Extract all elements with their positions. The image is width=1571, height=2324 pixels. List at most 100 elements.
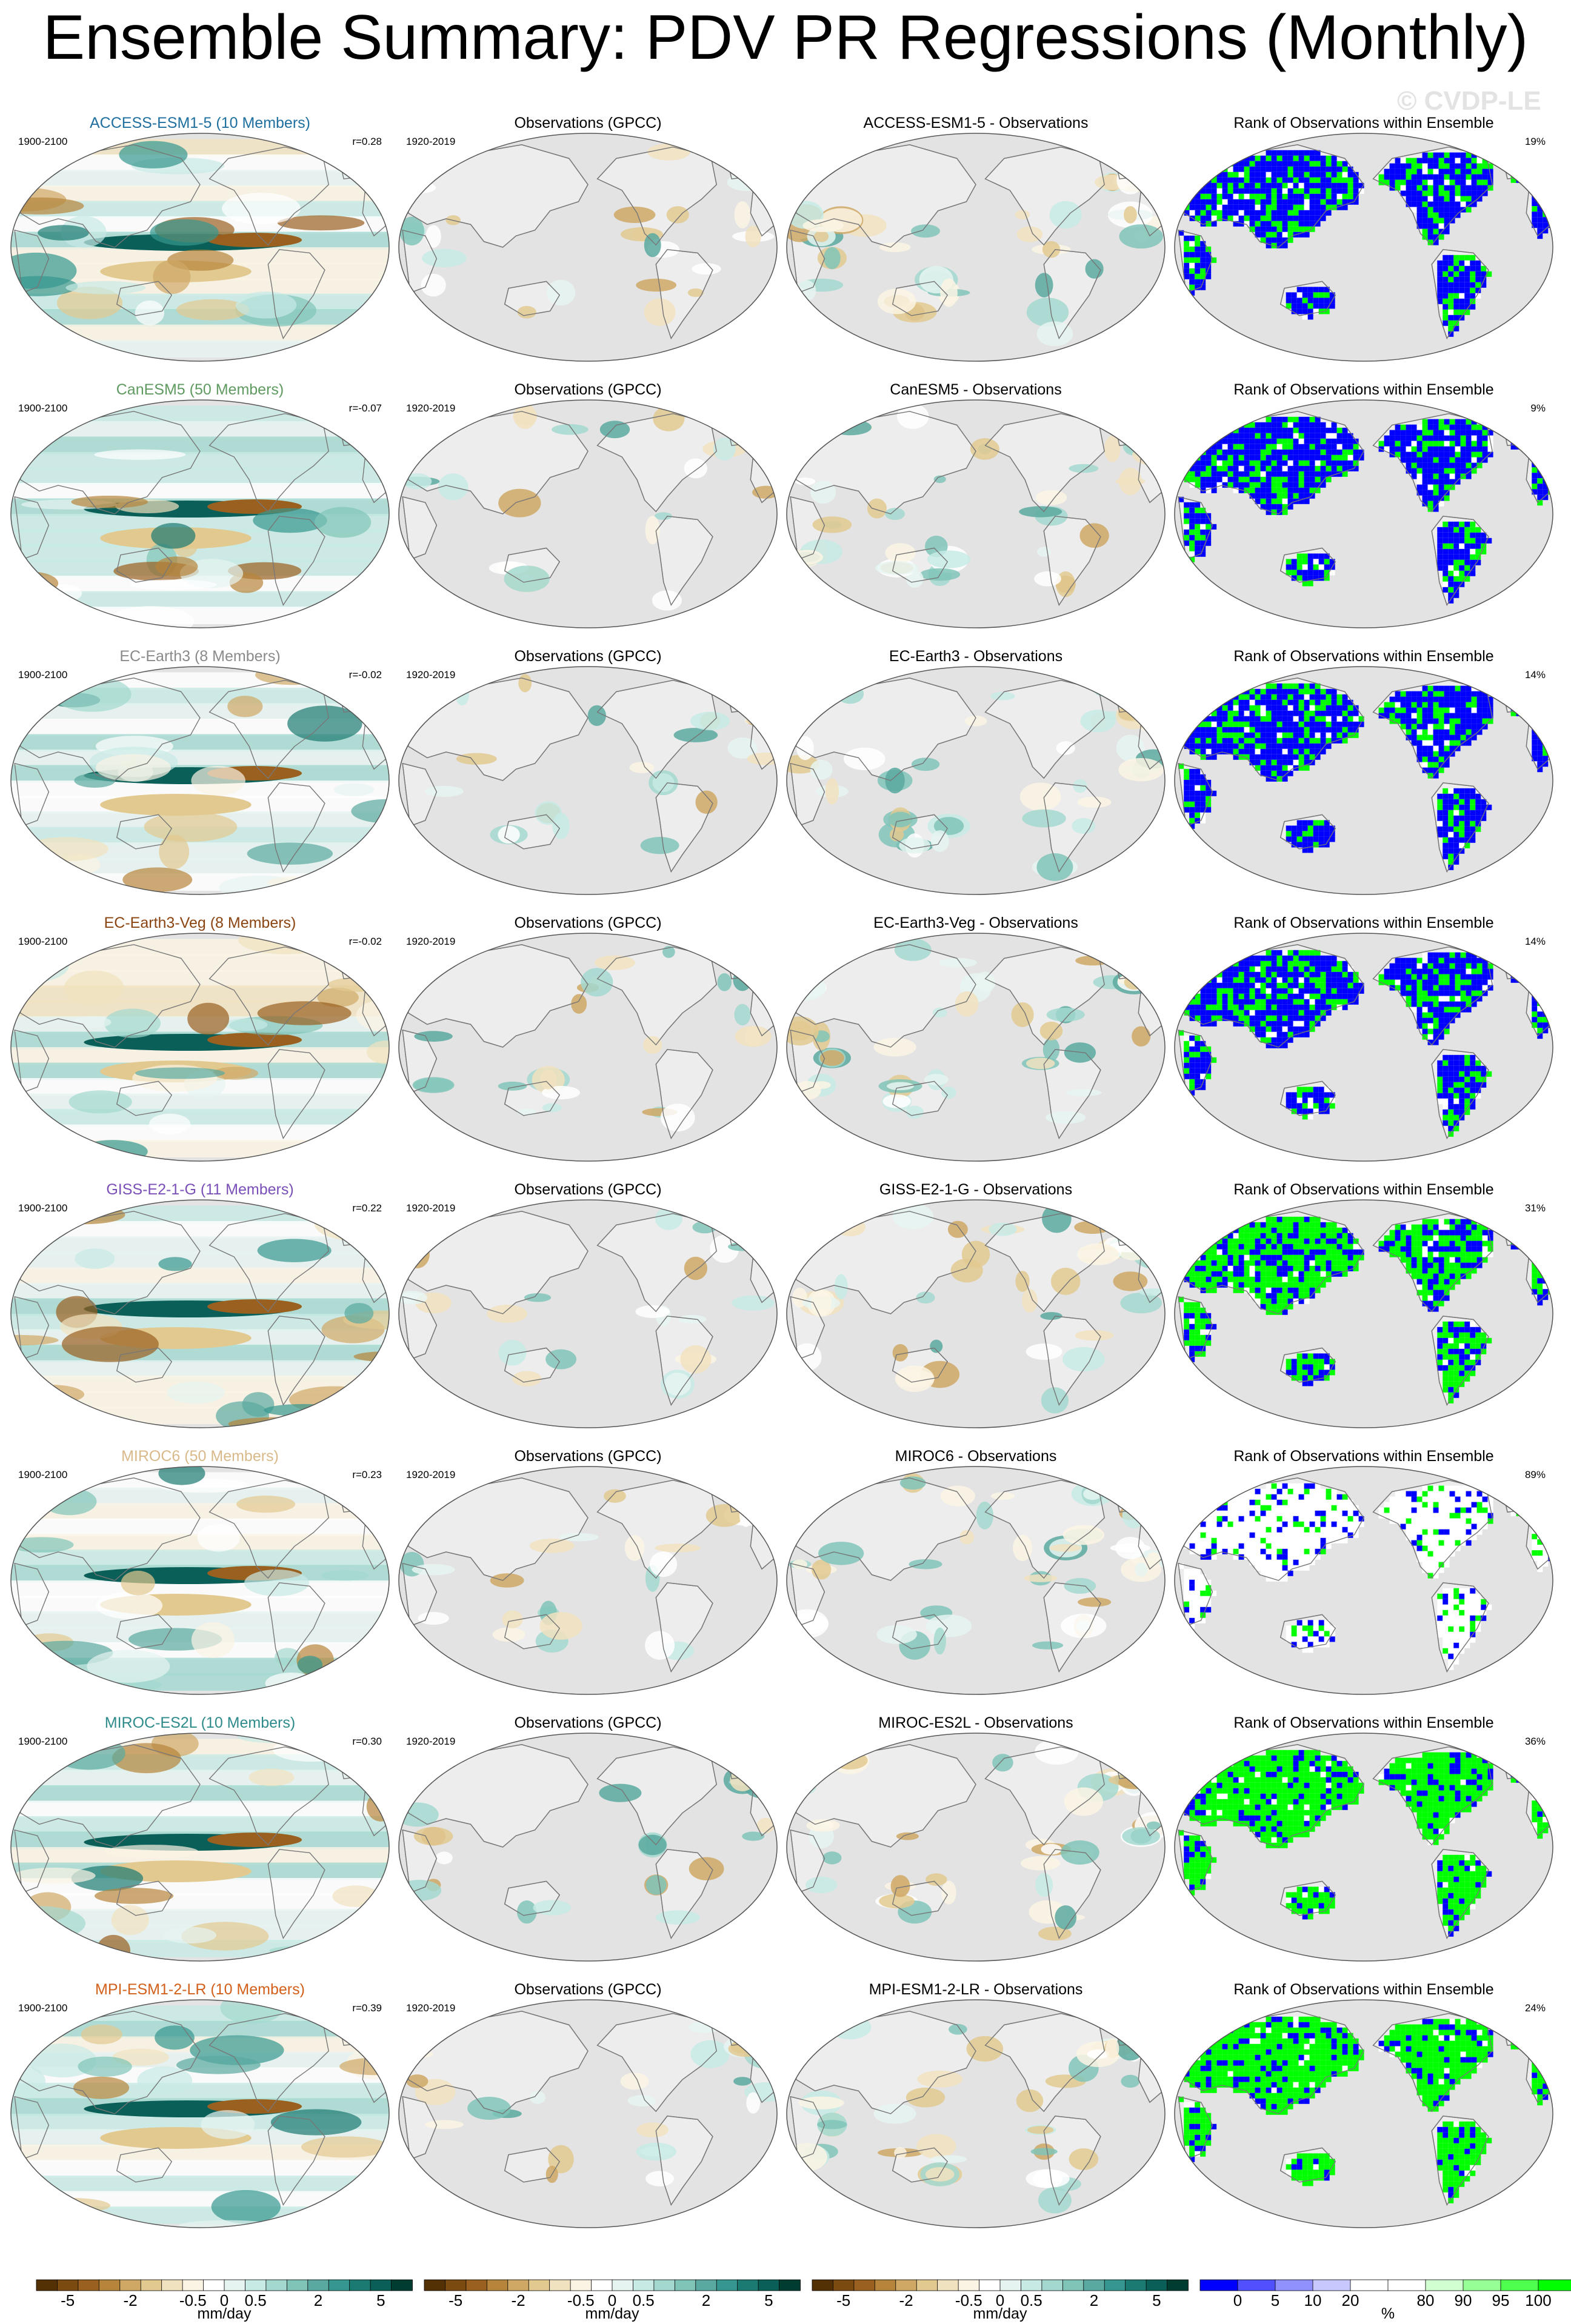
model-title: MIROC6 (50 Members) bbox=[121, 1448, 279, 1465]
world-map bbox=[398, 1466, 778, 1695]
land-samerica bbox=[1043, 516, 1101, 606]
map-border bbox=[786, 666, 1166, 895]
land-australia bbox=[504, 547, 561, 583]
page-title: Ensemble Summary: PDV PR Regressions (Mo… bbox=[42, 2, 1529, 73]
world-map bbox=[786, 933, 1166, 1162]
land-eurasia bbox=[795, 144, 976, 248]
world-map bbox=[398, 399, 778, 628]
colorbar-swatch bbox=[98, 2279, 121, 2291]
rank-percent: 31% bbox=[1524, 1202, 1546, 1214]
rank-title: Rank of Observations within Ensemble bbox=[1233, 914, 1494, 931]
colorbar-tick: 0 bbox=[607, 2291, 617, 2309]
pattern-correlation: r=-0.07 bbox=[349, 402, 382, 414]
diff-title: EC-Earth3-Veg - Observations bbox=[873, 914, 1078, 931]
colorbar-swatch bbox=[779, 2279, 801, 2291]
land-australia bbox=[892, 547, 949, 583]
land-africa bbox=[1178, 1296, 1213, 1360]
land-samerica bbox=[267, 249, 325, 339]
land-eurasia bbox=[795, 1477, 976, 1581]
colorbar-units: mm/day bbox=[197, 2305, 252, 2322]
colorbar-tick: 0 bbox=[995, 2291, 1005, 2309]
land-australia bbox=[116, 1347, 173, 1383]
land-samerica bbox=[267, 782, 325, 873]
obs-colorbar: -5 -2 -0.5 0 0.5 2 5 mm/day bbox=[418, 2279, 806, 2324]
model-panel: MIROC-ES2L (10 Members) 1900-2100 r=0.30 bbox=[6, 1714, 394, 1967]
diff-title: CanESM5 - Observations bbox=[890, 381, 1062, 398]
diff-panel: MIROC-ES2L - Observations bbox=[782, 1714, 1170, 1967]
colorbar-tick: 20 bbox=[1341, 2291, 1359, 2309]
obs-panel: Observations (GPCC) 1920-2019 bbox=[394, 914, 782, 1167]
rank-percent: 24% bbox=[1524, 2002, 1546, 2014]
land-africa bbox=[14, 1296, 50, 1360]
land-eurasia bbox=[795, 944, 976, 1048]
land-australia bbox=[1279, 547, 1336, 583]
diff-panel: GISS-E2-1-G - Observations bbox=[782, 1180, 1170, 1434]
model-panel: MPI-ESM1-2-LR (10 Members) 1900-2100 r=0.3… bbox=[6, 1980, 394, 2234]
colorbar-swatch bbox=[1199, 2279, 1238, 2291]
land-australia bbox=[116, 1080, 173, 1116]
world-map bbox=[398, 1733, 778, 1962]
land-australia bbox=[892, 1347, 949, 1383]
world-map bbox=[1174, 1466, 1553, 1695]
colorbar-swatch bbox=[203, 2279, 225, 2291]
land-samerica bbox=[267, 1849, 325, 1939]
diff-panel: EC-Earth3 - Observations bbox=[782, 647, 1170, 901]
world-map bbox=[398, 933, 778, 1162]
world-map bbox=[10, 933, 390, 1162]
copyright-watermark: © CVDP-LE bbox=[1397, 86, 1541, 116]
land-eurasia bbox=[19, 944, 201, 1048]
land-samerica bbox=[1431, 1316, 1489, 1406]
land-australia bbox=[892, 1080, 949, 1116]
land-africa bbox=[790, 1562, 826, 1627]
world-map bbox=[786, 1733, 1166, 1962]
land-australia bbox=[116, 547, 173, 583]
land-eurasia bbox=[407, 678, 589, 781]
model-years: 1900-2100 bbox=[18, 402, 68, 414]
pattern-correlation: r=-0.02 bbox=[349, 669, 382, 681]
rank-panel: Rank of Observations within Ensemble 14% bbox=[1170, 647, 1558, 901]
rank-title: Rank of Observations within Ensemble bbox=[1233, 1714, 1494, 1731]
model-title: CanESM5 (50 Members) bbox=[116, 381, 284, 398]
colorbar-swatch bbox=[758, 2279, 780, 2291]
land-africa bbox=[790, 1296, 826, 1360]
model-title: ACCESS-ESM1-5 (10 Members) bbox=[90, 115, 310, 132]
land-samerica bbox=[267, 516, 325, 606]
land-samerica bbox=[655, 1316, 713, 1406]
land-samerica bbox=[655, 1582, 713, 1673]
colorbar-tick: 2 bbox=[1089, 2291, 1099, 2309]
model-panel: GISS-E2-1-G (11 Members) 1900-2100 r=0.22 bbox=[6, 1180, 394, 1434]
map-border bbox=[1174, 1999, 1553, 2228]
pattern-correlation: r=-0.02 bbox=[349, 936, 382, 947]
map-border bbox=[10, 1733, 390, 1962]
map-border bbox=[786, 1999, 1166, 2228]
rank-panel: Rank of Observations within Ensemble 19% bbox=[1170, 114, 1558, 367]
land-eurasia bbox=[19, 1211, 201, 1314]
colorbar-tick: -2 bbox=[511, 2291, 525, 2309]
colorbar-swatch bbox=[674, 2279, 696, 2291]
map-border bbox=[1174, 133, 1553, 362]
obs-title: Observations (GPCC) bbox=[514, 381, 662, 398]
colorbar-swatch bbox=[853, 2279, 876, 2291]
land-africa bbox=[14, 2096, 50, 2160]
land-samerica bbox=[1431, 1049, 1489, 1139]
model-title: MIROC-ES2L (10 Members) bbox=[104, 1714, 296, 1731]
colorbar-swatch bbox=[78, 2279, 100, 2291]
diff-panel: MIROC6 - Observations bbox=[782, 1447, 1170, 1700]
map-border bbox=[1174, 1199, 1553, 1428]
land-eurasia bbox=[1183, 1211, 1364, 1314]
land-eurasia bbox=[1183, 1477, 1364, 1581]
colorbar-tick: -2 bbox=[123, 2291, 138, 2309]
land-samerica bbox=[267, 1316, 325, 1406]
colorbar-tick: -0.5 bbox=[955, 2291, 982, 2309]
world-map bbox=[398, 1199, 778, 1428]
colorbar-swatch bbox=[1350, 2279, 1389, 2291]
map-border bbox=[10, 1199, 390, 1428]
land-africa bbox=[1178, 762, 1213, 827]
land-eurasia bbox=[1183, 944, 1364, 1048]
obs-panel: Observations (GPCC) 1920-2019 bbox=[394, 1714, 782, 1967]
obs-years: 1920-2019 bbox=[406, 1202, 456, 1214]
land-samerica bbox=[655, 1049, 713, 1139]
colorbar-tick: 80 bbox=[1416, 2291, 1435, 2309]
colorbar-swatch bbox=[937, 2279, 959, 2291]
rank-title: Rank of Observations within Ensemble bbox=[1233, 1981, 1494, 1998]
